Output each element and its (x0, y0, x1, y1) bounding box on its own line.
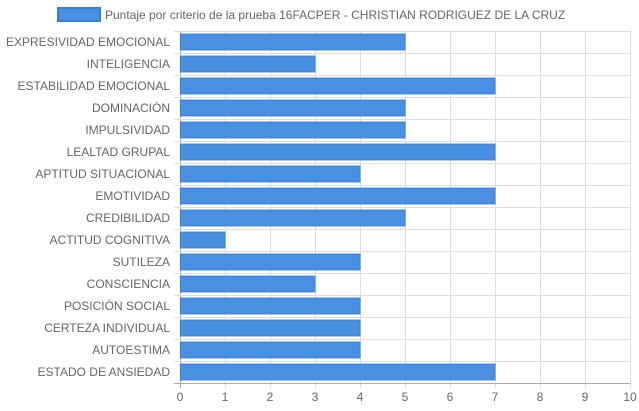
bar[interactable] (180, 319, 361, 337)
x-tick-label: 1 (222, 390, 229, 404)
category-labels: EXPRESIVIDAD EMOCIONAL INTELIGENCIA ESTABI… (6, 35, 170, 379)
x-tick-label: 3 (312, 390, 319, 404)
bar[interactable] (180, 363, 496, 381)
category-label: CERTEZA INDIVIDUAL (44, 321, 170, 335)
category-label: EMOTIVIDAD (95, 189, 170, 203)
category-label: ESTABILIDAD EMOCIONAL (18, 79, 171, 93)
bar[interactable] (180, 143, 496, 161)
bar[interactable] (180, 121, 406, 139)
x-tick-label: 2 (267, 390, 274, 404)
category-label: ACTITUD COGNITIVA (50, 233, 170, 247)
category-label: APTITUD SITUACIONAL (35, 167, 170, 181)
category-label: ESTADO DE ANSIEDAD (38, 365, 171, 379)
bar[interactable] (180, 275, 316, 293)
category-label: EXPRESIVIDAD EMOCIONAL (6, 35, 170, 49)
bar[interactable] (180, 33, 406, 51)
x-tick-label: 5 (402, 390, 409, 404)
x-tick-label: 4 (357, 390, 364, 404)
bar[interactable] (180, 253, 361, 271)
x-tick-label: 9 (582, 390, 589, 404)
category-label: DOMINACIÓN (92, 100, 170, 115)
category-label: CREDIBILIDAD (86, 211, 170, 225)
x-tick-label: 6 (447, 390, 454, 404)
legend-swatch (57, 7, 101, 22)
x-tick-label: 7 (492, 390, 499, 404)
bar[interactable] (180, 99, 406, 117)
category-label: LEALTAD GRUPAL (67, 145, 171, 159)
bar[interactable] (180, 187, 496, 205)
x-tick-labels: 0 1 2 3 4 5 6 7 8 9 10 (177, 390, 637, 404)
x-tick-label: 10 (623, 390, 637, 404)
bar[interactable] (180, 231, 226, 249)
x-tick-label: 0 (177, 390, 184, 404)
legend-label: Puntaje por criterio de la prueba 16FACP… (105, 8, 565, 22)
category-label: IMPULSIVIDAD (85, 123, 170, 137)
x-tick-label: 8 (537, 390, 544, 404)
bar[interactable] (180, 165, 361, 183)
category-label: SUTILEZA (113, 255, 170, 269)
bars (180, 33, 496, 381)
bar[interactable] (180, 341, 361, 359)
bar[interactable] (180, 55, 316, 73)
bar[interactable] (180, 77, 496, 95)
category-label: CONSCIENCIA (87, 277, 170, 291)
bar[interactable] (180, 209, 406, 227)
bar[interactable] (180, 297, 361, 315)
category-label: AUTOESTIMA (92, 343, 170, 357)
category-label: POSICIÓN SOCIAL (64, 298, 170, 313)
legend[interactable]: Puntaje por criterio de la prueba 16FACP… (57, 7, 565, 22)
category-label: INTELIGENCIA (87, 57, 170, 71)
